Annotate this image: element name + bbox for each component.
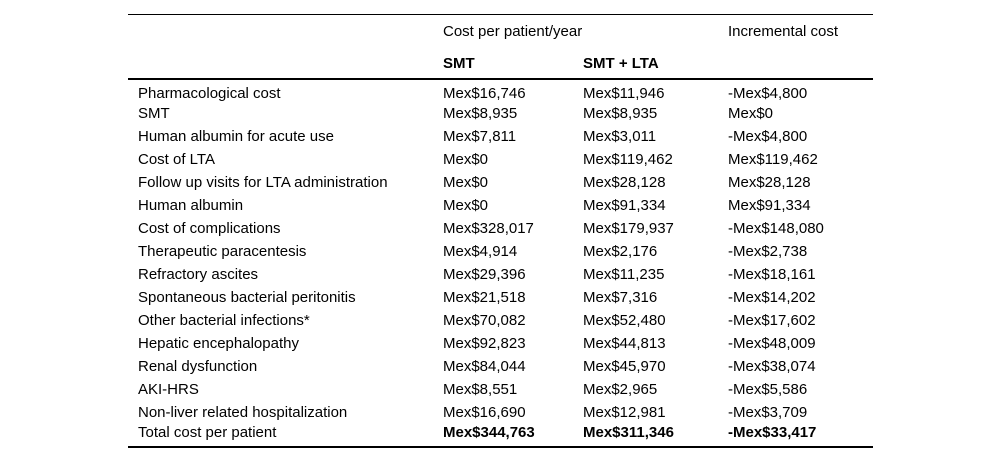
incremental-value: -Mex$148,080 bbox=[728, 219, 824, 237]
incremental-value: -Mex$4,800 bbox=[728, 127, 808, 145]
header-group-cost-per-patient-year: Cost per patient/year bbox=[443, 14, 728, 49]
incremental-value: -Mex$5,586 bbox=[728, 380, 808, 398]
row-label: Human albumin bbox=[138, 196, 244, 214]
smt-lta-value: Mex$11,946 bbox=[583, 84, 665, 102]
smt-value: Mex$16,746 bbox=[443, 84, 526, 102]
smt-lta-value: Mex$91,334 bbox=[583, 196, 666, 214]
row-label: Cost of complications bbox=[138, 219, 281, 237]
smt-value: Mex$7,811 bbox=[443, 127, 517, 145]
row-label: Follow up visits for LTA administration bbox=[138, 173, 388, 191]
table-row: Hepatic encephalopathy Mex$92,823 Mex$44,8… bbox=[128, 332, 873, 355]
incremental-value: -Mex$48,009 bbox=[728, 334, 816, 352]
smt-value: Mex$0 bbox=[443, 196, 489, 214]
smt-value: Mex$16,690 bbox=[443, 403, 526, 421]
smt-lta-value: Mex$119,462 bbox=[583, 150, 673, 168]
smt-lta-value: Mex$44,813 bbox=[583, 334, 666, 352]
incremental-value: -Mex$33,417 bbox=[728, 423, 873, 448]
smt-value: Mex$0 bbox=[443, 173, 489, 191]
smt-value: Mex$328,017 bbox=[443, 219, 534, 237]
incremental-value: Mex$91,334 bbox=[728, 196, 811, 214]
smt-lta-value: Mex$3,011 bbox=[583, 127, 657, 145]
table-row: Human albumin Mex$0 Mex$91,334 Mex$91,334 bbox=[128, 194, 873, 217]
smt-lta-value: Mex$12,981 bbox=[583, 403, 666, 421]
table-row: Spontaneous bacterial peritonitis Mex$21,… bbox=[128, 286, 873, 309]
header-incremental-cost: Incremental cost bbox=[728, 14, 873, 49]
incremental-value: Mex$0 bbox=[728, 104, 774, 122]
row-label: Spontaneous bacterial peritonitis bbox=[138, 288, 356, 306]
row-label: Hepatic encephalopathy bbox=[138, 334, 299, 352]
header-empty-cell bbox=[128, 14, 443, 49]
table-row: Non-liver related hospitalization Mex$16,… bbox=[128, 401, 873, 424]
table-row: Other bacterial infections* Mex$70,082 Mex… bbox=[128, 309, 873, 332]
smt-value: Mex$21,518 bbox=[443, 288, 526, 306]
table-row: Pharmacological cost Mex$16,746 Mex$11,946… bbox=[128, 79, 873, 102]
row-label: Renal dysfunction bbox=[138, 357, 258, 375]
row-label: SMT bbox=[138, 104, 170, 122]
smt-value: Mex$4,914 bbox=[443, 242, 518, 260]
smt-lta-value: Mex$2,176 bbox=[583, 242, 658, 260]
smt-value: Mex$84,044 bbox=[443, 357, 526, 375]
smt-lta-value: Mex$2,965 bbox=[583, 380, 658, 398]
smt-value: Mex$70,082 bbox=[443, 311, 526, 329]
incremental-value: -Mex$4,800 bbox=[728, 84, 808, 102]
table-body: Pharmacological cost Mex$16,746 Mex$11,946… bbox=[128, 79, 873, 448]
table-row: Cost of LTA Mex$0 Mex$119,462 Mex$119,462 bbox=[128, 148, 873, 171]
smt-lta-value: Mex$8,935 bbox=[583, 104, 658, 122]
row-label: Total cost per patient bbox=[128, 423, 443, 448]
incremental-value: -Mex$3,709 bbox=[728, 403, 808, 421]
smt-value: Mex$92,823 bbox=[443, 334, 526, 352]
cost-comparison-table: Cost per patient/year Incremental cost S… bbox=[128, 14, 873, 448]
table-row: Follow up visits for LTA administration M… bbox=[128, 171, 873, 194]
table-row: Total cost per patient Mex$344,763 Mex$311… bbox=[128, 423, 873, 448]
row-label: AKI-HRS bbox=[138, 380, 199, 398]
header-columns-row: SMT SMT + LTA bbox=[128, 48, 873, 80]
smt-value: Mex$8,935 bbox=[443, 104, 518, 122]
table-sheet: Cost per patient/year Incremental cost S… bbox=[128, 14, 873, 448]
incremental-value: -Mex$17,602 bbox=[728, 311, 816, 329]
table-row: AKI-HRS Mex$8,551 Mex$2,965 -Mex$5,586 bbox=[128, 378, 873, 401]
table-row: Cost of complications Mex$328,017 Mex$179,… bbox=[128, 217, 873, 240]
incremental-value: -Mex$14,202 bbox=[728, 288, 816, 306]
row-label: Cost of LTA bbox=[138, 150, 215, 168]
smt-lta-value: Mex$52,480 bbox=[583, 311, 666, 329]
row-label: Other bacterial infections* bbox=[138, 311, 310, 329]
row-label: Refractory ascites bbox=[138, 265, 259, 283]
smt-lta-value: Mex$28,128 bbox=[583, 173, 666, 191]
smt-value: Mex$8,551 bbox=[443, 380, 518, 398]
row-label: Pharmacological cost bbox=[138, 84, 281, 102]
row-label: Therapeutic paracentesis bbox=[138, 242, 307, 260]
incremental-value: -Mex$18,161 bbox=[728, 265, 816, 283]
smt-lta-value: Mex$11,235 bbox=[583, 265, 665, 283]
table-row: Renal dysfunction Mex$84,044 Mex$45,970 -Me… bbox=[128, 355, 873, 378]
smt-lta-value: Mex$45,970 bbox=[583, 357, 666, 375]
header-group-row: Cost per patient/year Incremental cost bbox=[128, 14, 873, 49]
smt-lta-value: Mex$179,937 bbox=[583, 219, 674, 237]
smt-lta-value: Mex$311,346 bbox=[583, 423, 728, 448]
header-col-smt: SMT bbox=[443, 48, 583, 80]
incremental-value: Mex$28,128 bbox=[728, 173, 811, 191]
row-label: Human albumin for acute use bbox=[138, 127, 334, 145]
header-empty-cell bbox=[728, 48, 873, 80]
table-row: SMT Mex$8,935 Mex$8,935 Mex$0 bbox=[128, 102, 873, 125]
table-header: Cost per patient/year Incremental cost S… bbox=[128, 14, 873, 80]
smt-value: Mex$29,396 bbox=[443, 265, 526, 283]
incremental-value: Mex$119,462 bbox=[728, 150, 818, 168]
table-row: Therapeutic paracentesis Mex$4,914 Mex$2,1… bbox=[128, 240, 873, 263]
row-label: Non-liver related hospitalization bbox=[138, 403, 348, 421]
table-row: Human albumin for acute use Mex$7,811 Mex$… bbox=[128, 125, 873, 148]
incremental-value: -Mex$38,074 bbox=[728, 357, 816, 375]
incremental-value: -Mex$2,738 bbox=[728, 242, 808, 260]
header-col-smt-lta: SMT + LTA bbox=[583, 48, 728, 80]
table-row: Refractory ascites Mex$29,396 Mex$11,235 -M… bbox=[128, 263, 873, 286]
smt-lta-value: Mex$7,316 bbox=[583, 288, 658, 306]
smt-value: Mex$344,763 bbox=[443, 423, 583, 448]
smt-value: Mex$0 bbox=[443, 150, 489, 168]
header-empty-cell bbox=[128, 48, 443, 80]
